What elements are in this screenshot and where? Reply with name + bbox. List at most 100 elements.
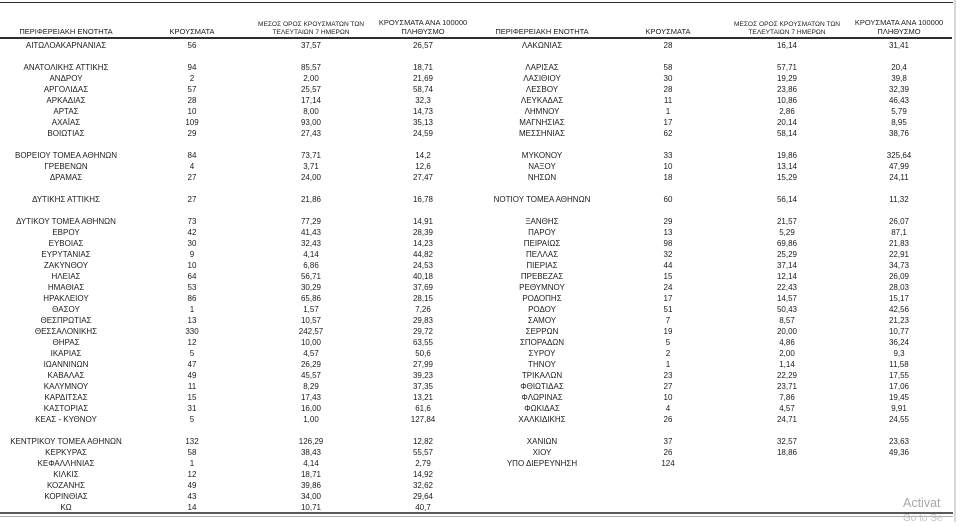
cell-avg7: 4,57 (779, 404, 795, 413)
row-group: ΚΕΝΤΡΙΚΟΥ ΤΟΜΕΑ ΑΘΗΝΩΝ 132 126,29 12,82 ΚΕΡΚ… (0, 436, 476, 513)
cell-avg7: 37,57 (300, 41, 322, 50)
cell-region: ΤΡΙΚΑΛΩΝ (521, 371, 563, 380)
table-row: ΧΙΟΥ 26 18,86 49,36 (476, 447, 952, 458)
cell-avg7: 3,71 (303, 162, 319, 171)
cell-per100k: 42,56 (888, 305, 910, 314)
table-row: ΜΑΓΝΗΣΙΑΣ 17 20,14 8,95 (476, 117, 952, 128)
cell-region: ΚΑΣΤΟΡΙΑΣ (43, 404, 89, 413)
cell-per100k: 29,64 (412, 492, 434, 501)
cell-per100k: 21,69 (412, 74, 434, 83)
cell-region: ΠΕΛΛΑΣ (525, 250, 559, 259)
cell-per100k: 38,76 (888, 129, 910, 138)
table-row: ΣΕΡΡΩΝ 19 20,00 10,77 (476, 326, 952, 337)
cell-region: ΛΗΜΝΟΥ (524, 107, 560, 116)
cell-per100k: 26,07 (888, 217, 910, 226)
cell-per100k: 37,35 (412, 382, 434, 391)
cell-avg7: 27,43 (300, 129, 322, 138)
col-header-avg7: ΜΕΣΟΣ ΟΡΟΣ ΚΡΟΥΣΜΑΤΩΝ ΤΩΝ ΤΕΛΕΥΤΑΙΩΝ 7 Η… (257, 21, 365, 36)
cell-per100k: 58,74 (412, 85, 434, 94)
cell-region: ΣΠΟΡΑΔΩΝ (519, 338, 565, 347)
row-group: ΞΑΝΘΗΣ 29 21,57 26,07 ΠΑΡΟΥ 13 5,29 87,1 ΠΕΙΡΑΙΩ… (476, 216, 952, 425)
cell-cases: 49 (187, 371, 197, 380)
cell-avg7: 16,14 (776, 41, 798, 50)
table-header: ΠΕΡΙΦΕΡΕΙΑΚΗ ΕΝΟΤΗΤΑ ΚΡΟΥΣΜΑΤΑ ΜΕΣΟΣ ΟΡΟ… (476, 3, 952, 39)
cell-cases: 30 (187, 239, 197, 248)
cell-cases: 26 (663, 415, 673, 424)
cell-avg7: 93,00 (300, 118, 322, 127)
cell-region: ΧΑΛΚΙΔΙΚΗΣ (518, 415, 566, 424)
cell-region: ΑΧΑΪΑΣ (51, 118, 81, 127)
cell-cases: 37 (663, 437, 673, 446)
table-row: ΘΗΡΑΣ 12 10,00 63,55 (0, 337, 476, 348)
cell-per100k: 32,62 (412, 481, 434, 490)
cell-per100k: 14,91 (412, 217, 434, 226)
cell-cases: 29 (187, 129, 197, 138)
cell-region: ΚΕΡΚΥΡΑΣ (45, 448, 87, 457)
cell-region: ΦΛΩΡΙΝΑΣ (521, 393, 563, 402)
cell-region: ΠΡΕΒΕΖΑΣ (520, 272, 564, 281)
table-row: ΥΠΟ ΔΙΕΡΕΥΝΗΣΗ 124 (476, 458, 952, 469)
cell-avg7: 7,86 (779, 393, 795, 402)
cell-cases: 86 (187, 294, 197, 303)
cell-region: ΘΕΣΣΑΛΟΝΙΚΗΣ (34, 327, 98, 336)
table-row: ΑΝΑΤΟΛΙΚΗΣ ΑΤΤΙΚΗΣ 94 85,57 18,71 (0, 62, 476, 73)
table-row: ΚΑΒΑΛΑΣ 49 45,57 39,23 (0, 370, 476, 381)
cell-avg7: 34,00 (300, 492, 322, 501)
cell-per100k: 22,91 (888, 250, 910, 259)
cell-avg7: 15,29 (776, 173, 798, 182)
table-row: ΒΟΡΕΙΟΥ ΤΟΜΕΑ ΑΘΗΝΩΝ 84 73,71 14,2 (0, 150, 476, 161)
cell-cases: 27 (187, 195, 197, 204)
cell-avg7: 18,71 (300, 470, 322, 479)
cell-region: ΘΑΣΟΥ (52, 305, 80, 314)
cell-region: ΚΑΒΑΛΑΣ (47, 371, 85, 380)
cell-region: ΡΕΘΥΜΝΟΥ (519, 283, 565, 292)
cell-region: ΖΑΚΥΝΘΟΥ (43, 261, 89, 270)
table-row: ΤΡΙΚΑΛΩΝ 23 22,29 17,55 (476, 370, 952, 381)
cell-cases: 4 (189, 162, 195, 171)
cell-per100k: 49,36 (888, 448, 910, 457)
col-header-avg7: ΜΕΣΟΣ ΟΡΟΣ ΚΡΟΥΣΜΑΤΩΝ ΤΩΝ ΤΕΛΕΥΤΑΙΩΝ 7 Η… (733, 21, 841, 36)
table-row: ΡΟΔΟΠΗΣ 17 14,57 15,17 (476, 293, 952, 304)
cell-cases: 60 (663, 195, 673, 204)
cell-avg7: 32,43 (300, 239, 322, 248)
table-row: ΘΑΣΟΥ 1 1,57 7,26 (0, 304, 476, 315)
window-edge-line (954, 0, 956, 522)
table-row: ΛΑΚΩΝΙΑΣ 28 16,14 31,41 (476, 40, 952, 51)
table-row: ΑΧΑΪΑΣ 109 93,00 35,13 (0, 117, 476, 128)
cell-cases: 14 (187, 503, 197, 512)
cell-cases: 24 (663, 283, 673, 292)
cell-per100k: 35,13 (412, 118, 434, 127)
cell-region: ΚΕΦΑΛΛΗΝΙΑΣ (37, 459, 95, 468)
cell-avg7: 8,29 (303, 382, 319, 391)
table-row: ΠΡΕΒΕΖΑΣ 15 12,14 26,09 (476, 271, 952, 282)
table-row: ΝΑΞΟΥ 10 13,14 47,99 (476, 161, 952, 172)
cell-per100k: 10,77 (888, 327, 910, 336)
cell-avg7: 126,29 (298, 437, 324, 446)
table-row: ΚΟΡΙΝΘΙΑΣ 43 34,00 29,64 (0, 491, 476, 502)
cell-region: ΑΙΤΩΛΟΑΚΑΡΝΑΝΙΑΣ (25, 41, 107, 50)
table-row: ΠΕΛΛΑΣ 32 25,29 22,91 (476, 249, 952, 260)
row-group: ΜΥΚΟΝΟΥ 33 19,86 325,64 ΝΑΞΟΥ 10 13,14 47,99 ΝΗΣ… (476, 150, 952, 183)
cell-region: ΥΠΟ ΔΙΕΡΕΥΝΗΣΗ (506, 459, 578, 468)
table-row: ΖΑΚΥΝΘΟΥ 10 6,86 24,53 (0, 260, 476, 271)
cell-avg7: 4,14 (303, 250, 319, 259)
cell-avg7: 2,86 (779, 107, 795, 116)
cell-avg7: 38,43 (300, 448, 322, 457)
cell-per100k: 17,55 (888, 371, 910, 380)
cell-cases: 1 (189, 305, 195, 314)
cell-region: ΝΗΣΩΝ (527, 173, 557, 182)
table-row: ΛΑΡΙΣΑΣ 58 57,71 20,4 (476, 62, 952, 73)
cell-avg7: 69,86 (776, 239, 798, 248)
cell-cases: 57 (187, 85, 197, 94)
table-row: ΚΙΛΚΙΣ 12 18,71 14,92 (0, 469, 476, 480)
cell-per100k: 27,47 (412, 173, 434, 182)
cell-avg7: 25,57 (300, 85, 322, 94)
cell-cases: 5 (189, 349, 195, 358)
cell-cases: 15 (663, 272, 673, 281)
table-row: ΚΩ 14 10,71 40,7 (0, 502, 476, 513)
cell-cases: 18 (663, 173, 673, 182)
watermark-line1: Activat (903, 496, 941, 510)
table-row: ΣΑΜΟΥ 7 8,57 21,23 (476, 315, 952, 326)
cell-region: ΣΑΜΟΥ (527, 316, 557, 325)
cell-avg7: 5,29 (779, 228, 795, 237)
